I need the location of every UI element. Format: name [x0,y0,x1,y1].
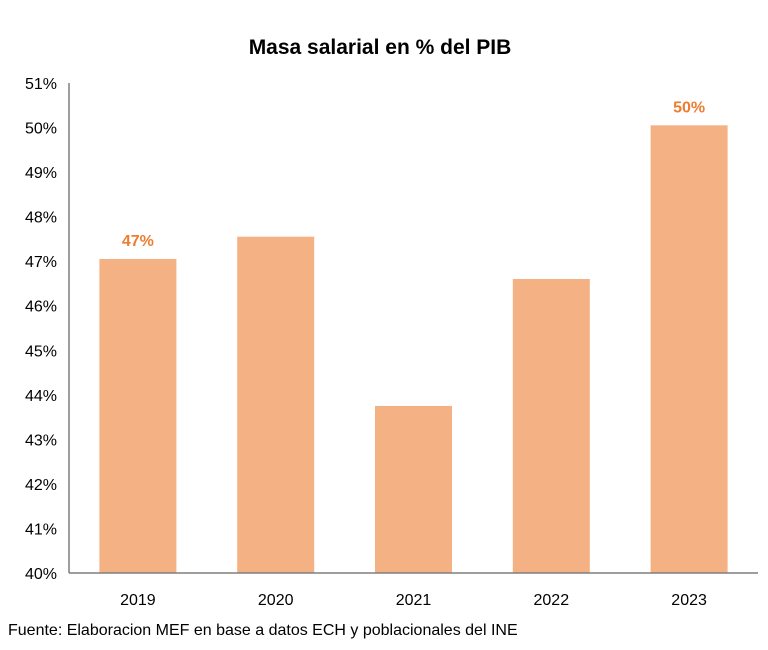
x-tick-label: 2022 [534,592,570,609]
bar-2021 [375,405,452,573]
bar-2020 [237,236,315,573]
y-tick-label: 51% [25,76,57,93]
bar-2022 [512,279,590,573]
y-tick-label: 41% [25,521,57,538]
chart-title: Masa salarial en % del PIB [249,36,512,59]
y-tick-label: 44% [25,388,57,405]
x-tick-label: 2020 [258,592,294,609]
y-axis-ticks: 40% 41% 42% 43% 44% 45% 46% 47% 48% 49% 50% 51% [25,76,57,583]
data-label-2023: 50% [673,99,705,116]
y-tick-label: 40% [25,566,57,583]
y-tick-label: 43% [25,432,57,449]
y-tick-label: 49% [25,165,57,182]
y-tick-label: 47% [25,254,57,271]
x-tick-label: 2019 [120,592,156,609]
bar-2019 [99,258,177,573]
y-tick-label: 46% [25,299,57,316]
bar-2023 [650,125,728,574]
x-axis-ticks: 2019 2020 2021 2022 2023 [120,592,707,609]
source-note: Fuente: Elaboracion MEF en base a datos … [8,622,518,639]
y-tick-label: 45% [25,343,57,360]
y-tick-label: 42% [25,477,57,494]
y-tick-label: 48% [25,210,57,227]
x-tick-label: 2021 [396,592,432,609]
data-label-2019: 47% [122,233,154,250]
y-tick-label: 50% [25,121,57,138]
x-tick-label: 2023 [671,592,707,609]
data-labels-group: 47% 50% [122,99,705,250]
bars-group [99,125,728,574]
